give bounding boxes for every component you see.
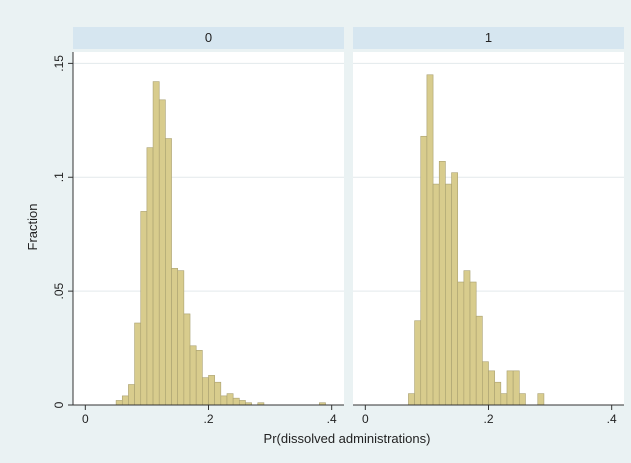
histogram-bar bbox=[189, 345, 197, 406]
panel-strip bbox=[73, 27, 344, 49]
histogram-bar bbox=[140, 211, 148, 406]
histogram-bar bbox=[457, 281, 465, 406]
histogram-bar bbox=[506, 370, 514, 406]
histogram-bar bbox=[202, 377, 209, 406]
histogram-bar bbox=[494, 381, 502, 406]
histogram-bar bbox=[432, 183, 440, 406]
histogram-bar bbox=[475, 315, 483, 406]
panel-plot-area bbox=[353, 52, 624, 405]
histogram-bar bbox=[463, 270, 471, 406]
panel-strip-label: 1 bbox=[485, 30, 492, 45]
histogram-bar bbox=[134, 322, 142, 406]
histogram-bar bbox=[177, 270, 185, 406]
y-tick-label: .15 bbox=[52, 55, 66, 72]
histogram-bar bbox=[232, 397, 240, 406]
histogram-bar bbox=[152, 81, 160, 406]
x-tick-label: 0 bbox=[362, 412, 369, 426]
histogram-bar bbox=[220, 395, 228, 406]
histogram-bar bbox=[226, 393, 234, 406]
y-tick-label: 0 bbox=[52, 401, 66, 408]
histogram-bar bbox=[195, 350, 203, 406]
histogram-bar bbox=[238, 400, 246, 406]
histogram-bar bbox=[420, 135, 428, 406]
histogram-bar bbox=[414, 320, 422, 406]
x-tick-label: .4 bbox=[327, 412, 337, 426]
histogram-bar bbox=[445, 183, 452, 406]
x-tick-label: .4 bbox=[607, 412, 617, 426]
histogram-bar bbox=[121, 395, 129, 406]
histogram-bar bbox=[158, 99, 166, 406]
histogram-bar bbox=[115, 400, 123, 406]
histogram-bar bbox=[518, 393, 526, 406]
histogram-bar bbox=[500, 393, 508, 406]
panel-strip-label: 0 bbox=[205, 30, 212, 45]
histogram-bar bbox=[426, 74, 434, 406]
histogram-bar bbox=[146, 147, 154, 406]
histogram-bar bbox=[451, 172, 459, 406]
panel-strip bbox=[353, 27, 624, 49]
histogram-bar bbox=[512, 370, 520, 406]
x-tick-label: .2 bbox=[483, 412, 493, 426]
y-tick-label: .05 bbox=[52, 282, 66, 299]
histogram-bar bbox=[171, 268, 179, 406]
histogram-bar bbox=[165, 138, 172, 406]
histogram-bar bbox=[183, 313, 191, 406]
histogram-bar bbox=[469, 281, 477, 406]
histogram-bar bbox=[128, 384, 135, 406]
panel-plot-area bbox=[73, 52, 344, 405]
histogram-bar bbox=[438, 161, 446, 406]
histogram-bar bbox=[537, 393, 545, 406]
histogram-bar bbox=[408, 393, 415, 406]
histogram-bar bbox=[488, 370, 495, 406]
histogram-bar bbox=[208, 375, 215, 406]
x-axis-label: Pr(dissolved administrations) bbox=[264, 431, 431, 446]
histogram-bar bbox=[482, 361, 489, 406]
x-tick-label: 0 bbox=[82, 412, 89, 426]
y-axis-label: Fraction bbox=[25, 204, 40, 251]
x-tick-label: .2 bbox=[203, 412, 213, 426]
y-tick-label: .1 bbox=[52, 172, 66, 182]
histogram-bar bbox=[214, 381, 222, 406]
